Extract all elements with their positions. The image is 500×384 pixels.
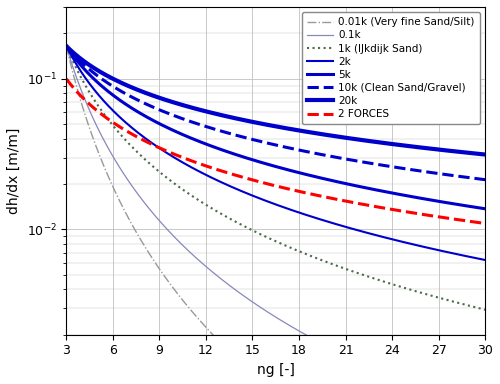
Line: 1k (IJkdijk Sand): 1k (IJkdijk Sand) (66, 46, 485, 310)
2 FORCES (398, 209, 404, 213)
1k (IJkdijk Sand) (482, 308, 488, 312)
1k (IJkdijk Sand) (106, 118, 112, 123)
10k (Clean Sand/Gravel) (64, 44, 70, 48)
0.01k (Very fine Sand/Silt) (248, 369, 254, 373)
20k (106, 74, 112, 79)
10k (Clean Sand/Gravel) (106, 81, 112, 86)
2k (390, 237, 396, 242)
20k (248, 119, 254, 124)
1k (IJkdijk Sand) (351, 270, 357, 274)
5k (398, 192, 404, 197)
2k (106, 104, 112, 109)
Legend: 0.01k (Very fine Sand/Silt), 0.1k, 1k (IJkdijk Sand), 2k, 5k, 10k (Clean Sand/Gr: 0.01k (Very fine Sand/Silt), 0.1k, 1k (I… (302, 12, 480, 124)
Line: 5k: 5k (66, 46, 485, 209)
0.01k (Very fine Sand/Silt) (64, 44, 70, 48)
10k (Clean Sand/Gravel) (390, 165, 396, 169)
1k (IJkdijk Sand) (398, 285, 404, 289)
2k (248, 193, 254, 197)
5k (482, 207, 488, 211)
Line: 0.1k: 0.1k (66, 46, 485, 384)
0.1k (248, 298, 254, 303)
Line: 10k (Clean Sand/Gravel): 10k (Clean Sand/Gravel) (66, 46, 485, 180)
0.1k (232, 288, 238, 292)
0.01k (Very fine Sand/Silt) (232, 355, 238, 360)
10k (Clean Sand/Gravel) (232, 133, 238, 137)
2 FORCES (390, 207, 396, 212)
2 FORCES (106, 118, 112, 122)
1k (IJkdijk Sand) (248, 227, 254, 232)
0.1k (106, 147, 112, 152)
2k (232, 186, 238, 191)
5k (64, 44, 70, 48)
Line: 2k: 2k (66, 46, 485, 260)
20k (482, 152, 488, 157)
Line: 20k: 20k (66, 46, 485, 154)
2 FORCES (351, 200, 357, 205)
X-axis label: ng [-]: ng [-] (257, 363, 294, 377)
10k (Clean Sand/Gravel) (398, 166, 404, 170)
10k (Clean Sand/Gravel) (351, 158, 357, 163)
2k (482, 258, 488, 262)
Line: 2 FORCES: 2 FORCES (66, 79, 485, 223)
2k (351, 227, 357, 232)
5k (106, 90, 112, 94)
0.1k (390, 375, 396, 379)
2k (64, 44, 70, 48)
5k (351, 183, 357, 188)
20k (232, 116, 238, 121)
1k (IJkdijk Sand) (64, 44, 70, 48)
0.1k (398, 378, 404, 382)
2 FORCES (64, 76, 70, 81)
5k (248, 157, 254, 162)
2 FORCES (232, 173, 238, 177)
10k (Clean Sand/Gravel) (248, 137, 254, 141)
2 FORCES (482, 221, 488, 226)
20k (398, 143, 404, 147)
1k (IJkdijk Sand) (232, 220, 238, 224)
5k (232, 152, 238, 157)
5k (390, 191, 396, 195)
Y-axis label: dh/dx [m/m]: dh/dx [m/m] (7, 127, 21, 214)
20k (390, 142, 396, 146)
1k (IJkdijk Sand) (390, 282, 396, 287)
0.01k (Very fine Sand/Silt) (106, 176, 112, 180)
2k (398, 239, 404, 243)
0.1k (64, 44, 70, 48)
10k (Clean Sand/Gravel) (482, 177, 488, 182)
2 FORCES (248, 177, 254, 182)
0.1k (351, 357, 357, 362)
Line: 0.01k (Very fine Sand/Silt): 0.01k (Very fine Sand/Silt) (66, 46, 485, 384)
20k (351, 137, 357, 141)
20k (64, 44, 70, 48)
